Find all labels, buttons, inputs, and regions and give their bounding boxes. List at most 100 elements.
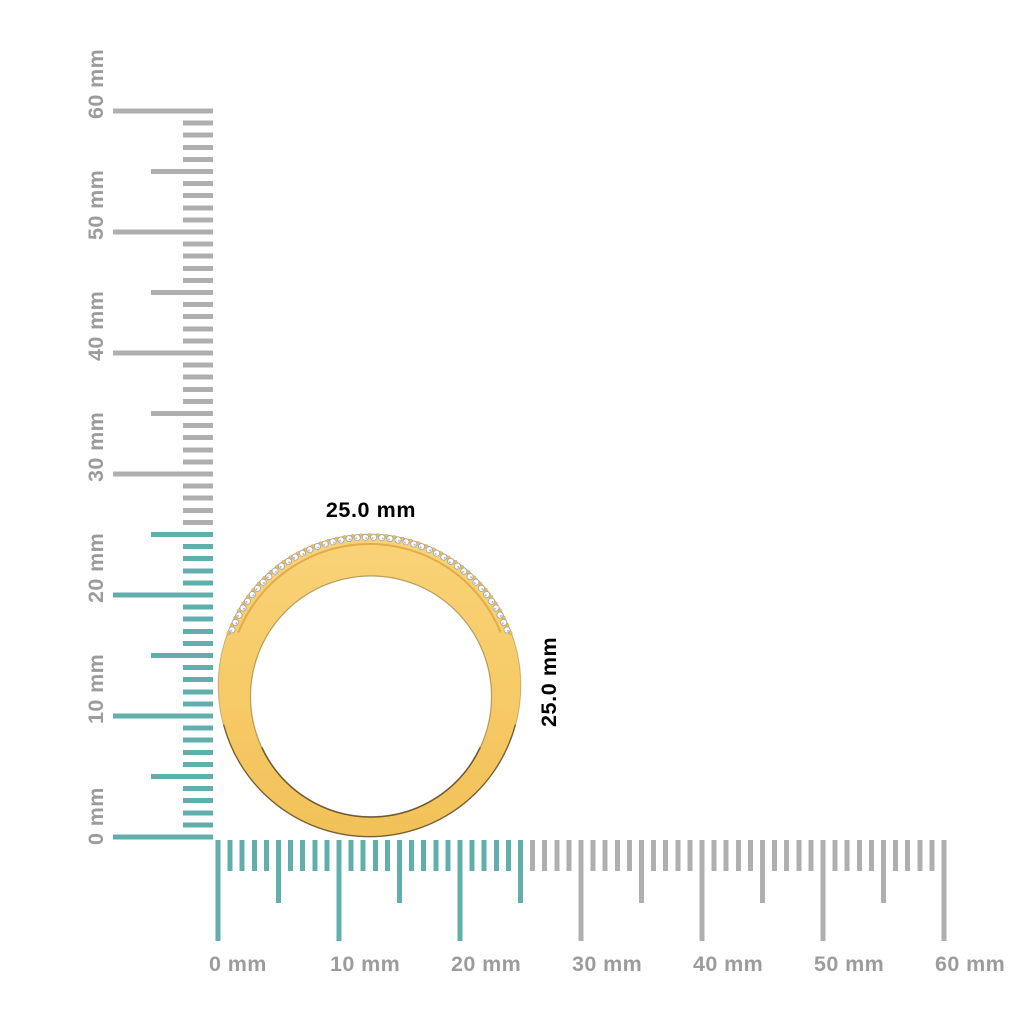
diamond-facet <box>381 537 384 540</box>
h-ruler-tick <box>626 840 632 871</box>
diamond-stone <box>235 611 243 619</box>
v-ruler-tick <box>113 471 213 477</box>
diamond-facet <box>481 588 484 591</box>
v-ruler-label: 0 mm <box>84 787 108 845</box>
h-ruler-tick <box>288 840 294 871</box>
diamond-stone <box>306 546 314 554</box>
diamond-stone <box>386 535 394 543</box>
diamond-facet <box>491 601 494 603</box>
diamond-stone <box>492 604 500 612</box>
h-ruler-tick <box>614 840 620 871</box>
h-ruler-tick <box>348 840 354 871</box>
v-ruler-tick <box>183 326 213 332</box>
v-ruler-tick <box>183 580 213 586</box>
v-ruler-tick <box>183 277 213 283</box>
h-ruler-tick <box>433 840 439 871</box>
diamond-stone <box>361 533 369 541</box>
diamond-stone <box>447 557 455 565</box>
diamond-facet <box>448 561 451 564</box>
h-ruler-tick <box>929 840 935 871</box>
diamond-facet <box>494 607 496 610</box>
diamond-facet <box>317 546 320 549</box>
diamond-facet <box>237 614 239 617</box>
diamond-facet <box>419 546 422 549</box>
v-ruler-tick <box>151 169 213 174</box>
h-ruler-tick <box>941 840 947 941</box>
diamond-facet <box>506 629 509 632</box>
v-ruler-tick <box>183 737 213 743</box>
diamond-stone <box>487 597 495 605</box>
ring-illustration <box>217 533 522 838</box>
v-ruler-tick <box>183 314 213 320</box>
diamond-stone <box>265 573 273 581</box>
h-ruler-label: 50 mm <box>814 952 884 976</box>
v-ruler-tick <box>151 774 213 779</box>
v-ruler-tick <box>183 544 213 550</box>
diamond-stone <box>259 578 267 586</box>
diamond-facet <box>499 614 502 617</box>
h-ruler-tick <box>445 840 451 871</box>
v-ruler-tick <box>113 834 213 840</box>
v-ruler-tick <box>183 374 213 380</box>
h-ruler-tick <box>808 840 814 871</box>
diamond-facet <box>387 538 390 541</box>
diamond-stone <box>353 534 361 542</box>
diamond-stone <box>500 618 508 626</box>
h-ruler-tick <box>276 840 281 903</box>
v-ruler-tick <box>183 423 213 429</box>
h-ruler-tick <box>578 840 584 941</box>
diamond-stone <box>453 562 461 570</box>
diamond-stone <box>248 591 256 599</box>
h-ruler-tick <box>263 840 269 871</box>
h-ruler-tick <box>856 840 862 871</box>
h-ruler-tick <box>784 840 790 871</box>
diamond-stone <box>313 543 321 551</box>
v-ruler-tick <box>183 302 213 308</box>
h-ruler-tick <box>409 840 415 871</box>
h-ruler-tick <box>542 840 548 871</box>
diamond-facet <box>242 607 245 610</box>
h-ruler-tick <box>651 840 657 871</box>
h-ruler-tick <box>360 840 366 871</box>
h-ruler-label: 60 mm <box>935 952 1005 976</box>
h-ruler-tick <box>711 840 717 871</box>
v-ruler-tick <box>183 398 213 404</box>
h-ruler-tick <box>881 840 886 903</box>
h-ruler-tick <box>518 840 523 903</box>
v-ruler-tick <box>183 507 213 513</box>
h-ruler-tick <box>590 840 596 871</box>
h-ruler-tick <box>324 840 330 871</box>
diamond-facet <box>473 582 476 584</box>
v-ruler-tick <box>183 205 213 211</box>
diamond-facet <box>457 565 460 568</box>
v-ruler-tick <box>151 653 213 658</box>
diamond-facet <box>349 538 351 541</box>
h-ruler-tick <box>566 840 572 871</box>
h-ruler-tick <box>699 840 705 941</box>
diamond-facet <box>293 556 296 559</box>
diamond-facet <box>275 570 277 573</box>
diamond-facet <box>263 582 265 584</box>
ring-height-label: 25.0 mm <box>537 637 561 727</box>
v-ruler-tick <box>151 411 213 416</box>
diamond-stone <box>496 611 504 619</box>
v-ruler-tick <box>183 386 213 392</box>
v-ruler-tick <box>183 604 213 610</box>
diamond-channel-edge <box>237 542 502 633</box>
h-ruler-tick <box>421 840 427 871</box>
diamond-facet <box>484 594 487 597</box>
h-ruler-tick <box>372 840 378 871</box>
h-ruler-tick <box>663 840 669 871</box>
v-ruler-tick <box>183 156 213 162</box>
diamond-facet <box>434 553 437 555</box>
h-ruler-tick <box>481 840 487 871</box>
v-ruler-tick <box>183 132 213 138</box>
h-ruler-tick <box>917 840 923 871</box>
v-ruler-label: 30 mm <box>84 412 108 482</box>
h-ruler-tick <box>469 840 475 871</box>
diamond-stone <box>329 538 337 546</box>
h-ruler-label: 40 mm <box>693 952 763 976</box>
diamond-stone <box>253 584 261 592</box>
v-ruler-label: 10 mm <box>84 654 108 724</box>
